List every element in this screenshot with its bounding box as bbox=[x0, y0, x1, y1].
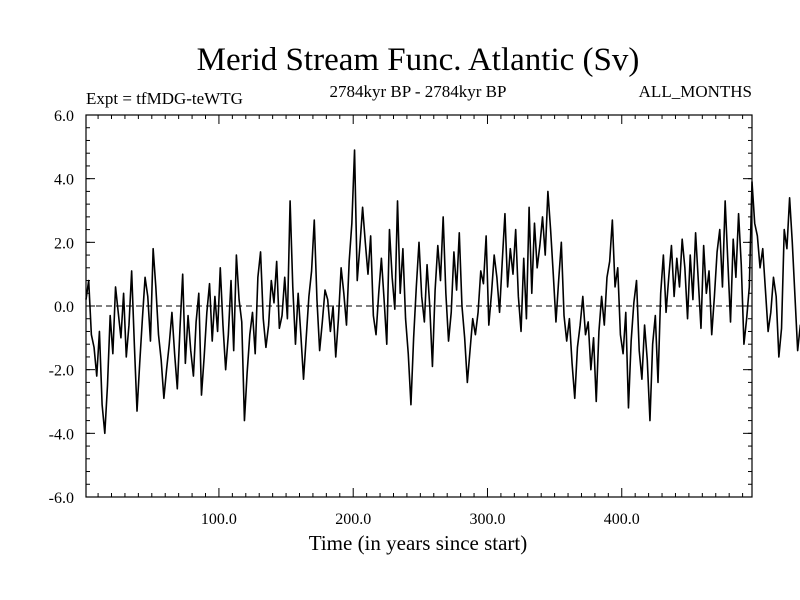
x-tick-label: 400.0 bbox=[604, 511, 640, 528]
x-tick-label: 100.0 bbox=[201, 511, 237, 528]
y-tick-label: 4.0 bbox=[54, 172, 74, 189]
y-tick-label: -4.0 bbox=[49, 426, 74, 443]
x-tick-label: 300.0 bbox=[469, 511, 505, 528]
y-axis: -6.0 -4.0 -2.0 0.0 2.0 4.0 6.0 bbox=[49, 108, 752, 507]
experiment-label: Expt = tfMDG-teWTG bbox=[86, 89, 243, 108]
months-label: ALL_MONTHS bbox=[639, 82, 752, 101]
y-tick-label: 2.0 bbox=[54, 235, 74, 252]
chart-title: Merid Stream Func. Atlantic (Sv) bbox=[197, 42, 640, 78]
x-tick-label: 200.0 bbox=[335, 511, 371, 528]
y-tick-label: 6.0 bbox=[54, 108, 74, 125]
y-tick-label: 0.0 bbox=[54, 299, 74, 316]
series-line-merid-stream-func bbox=[85, 149, 800, 435]
time-period-label: 2784kyr BP - 2784kyr BP bbox=[330, 82, 507, 101]
y-tick-label: -2.0 bbox=[49, 363, 74, 380]
plot-frame bbox=[85, 114, 753, 498]
x-axis: 100.0 200.0 300.0 400.0 bbox=[97, 115, 744, 528]
y-tick-label: -6.0 bbox=[49, 490, 74, 507]
x-axis-label: Time (in years since start) bbox=[309, 531, 528, 555]
